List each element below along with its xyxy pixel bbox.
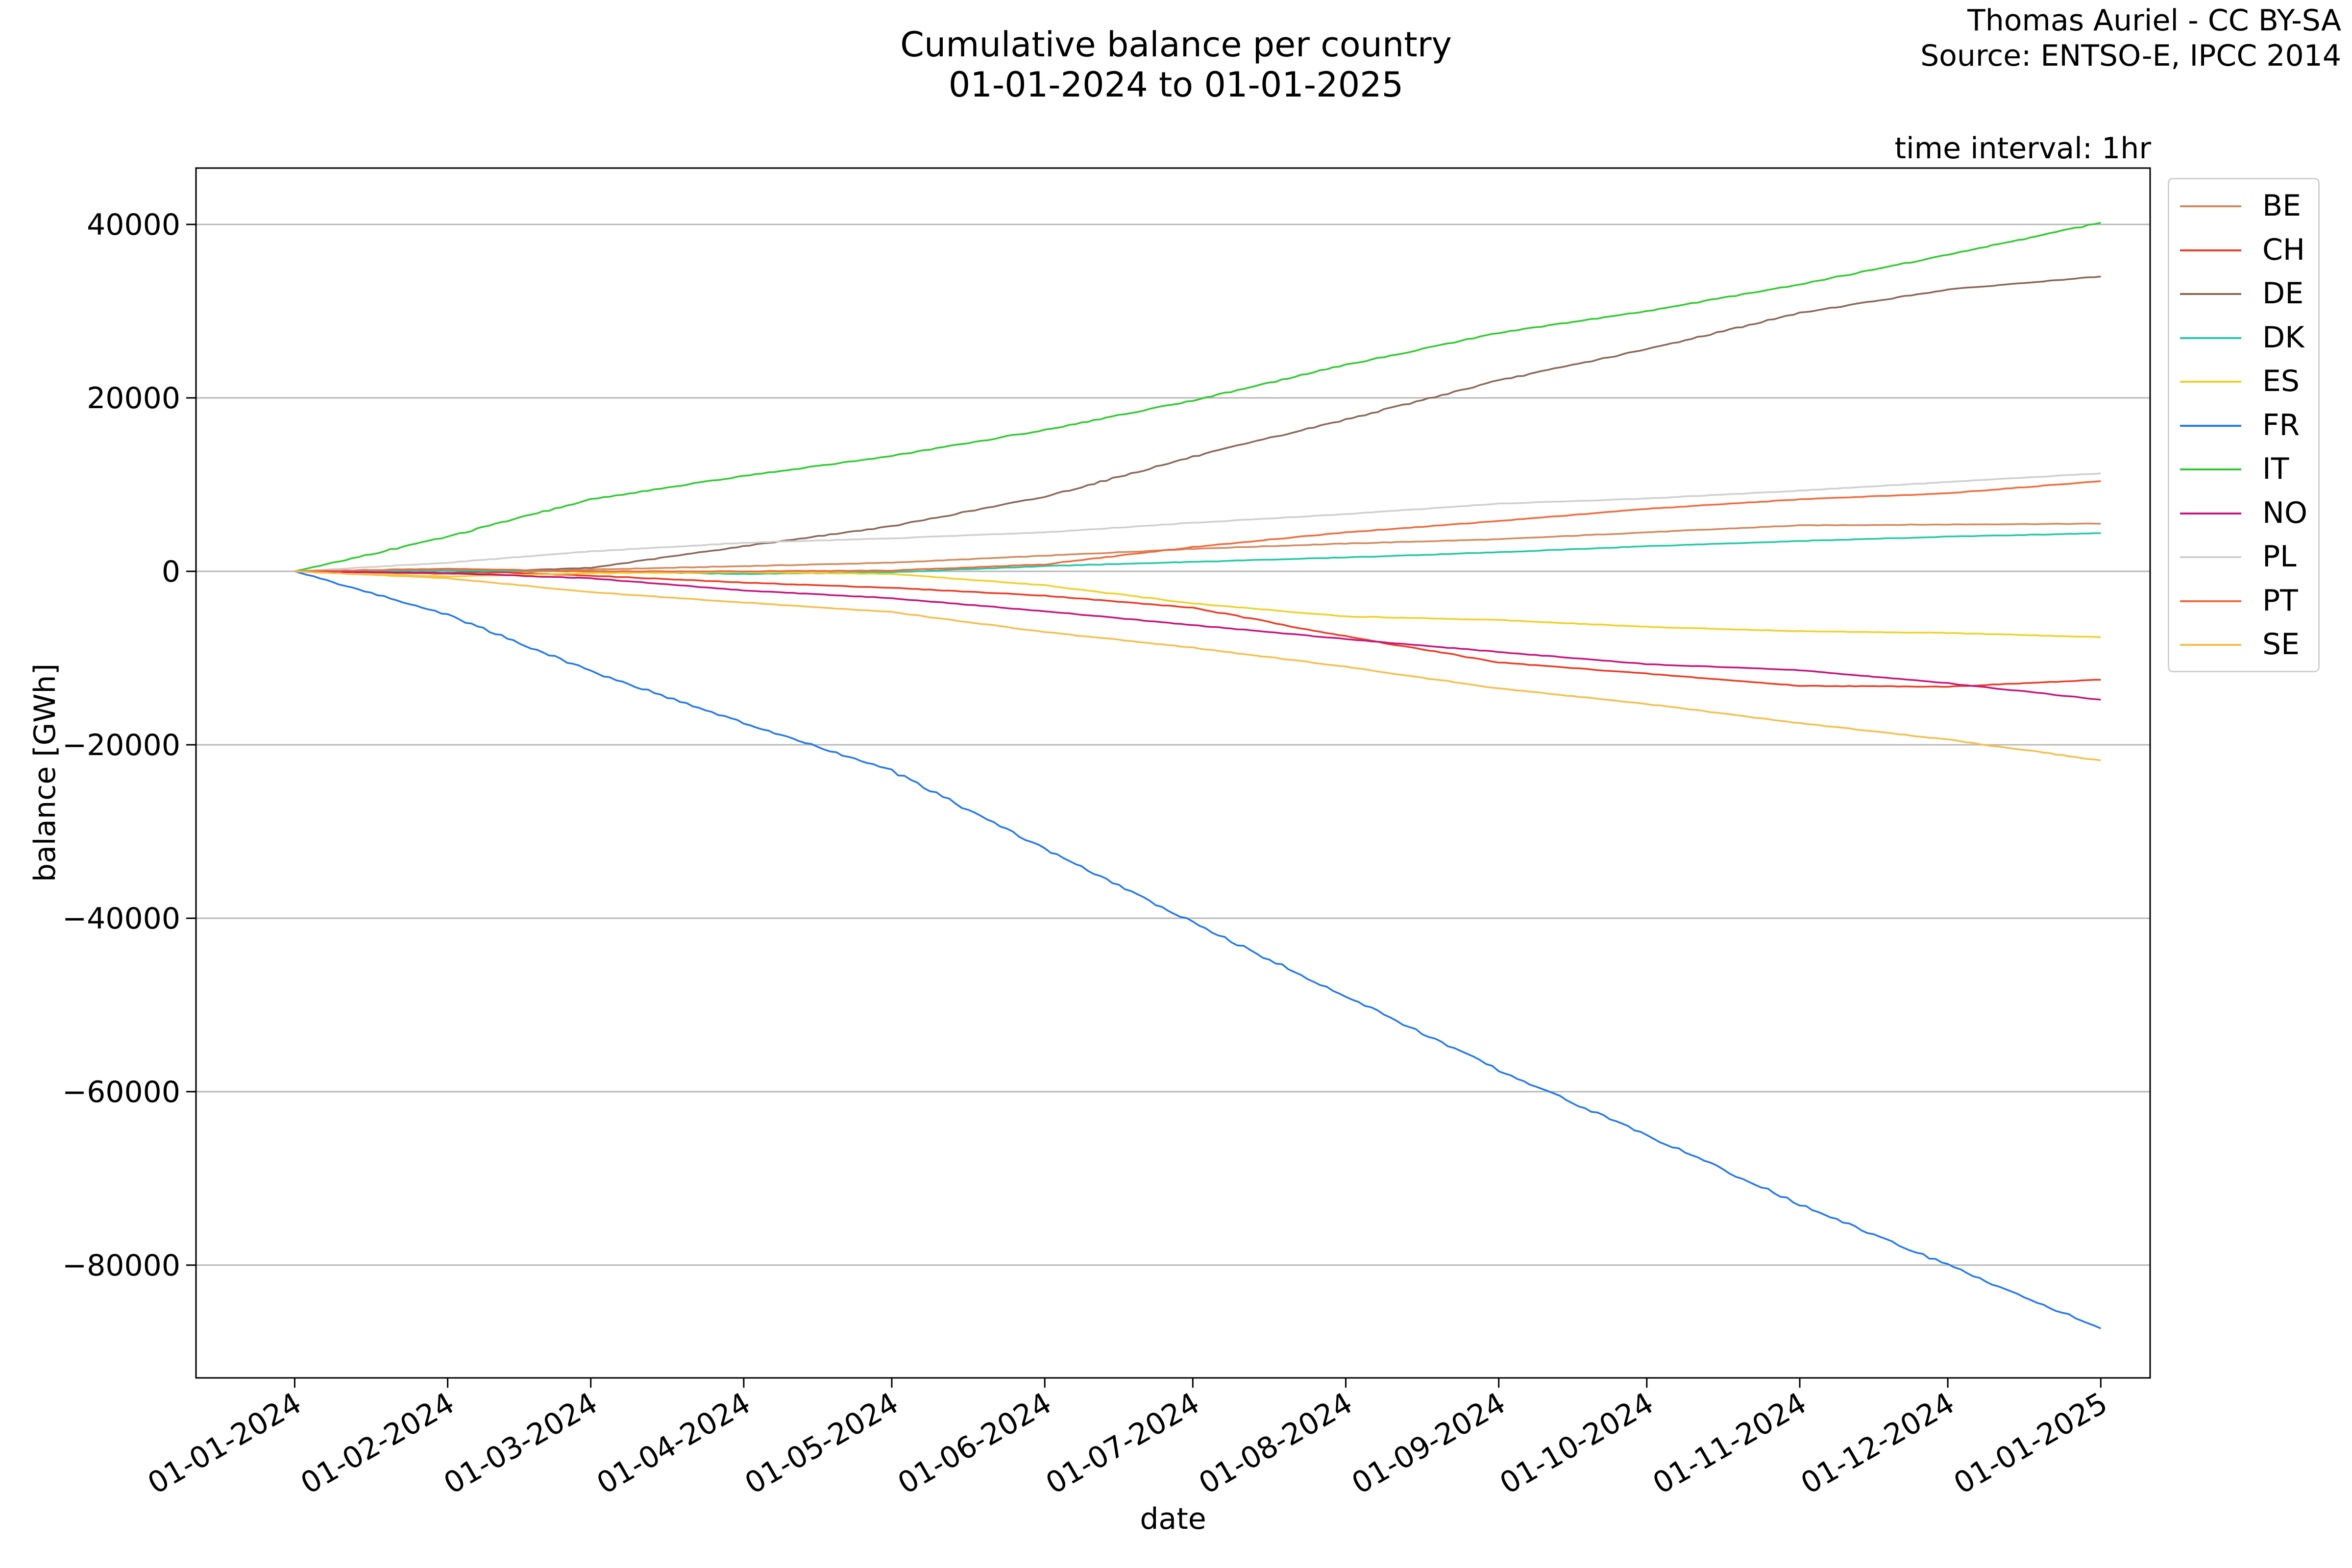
legend-swatch bbox=[2180, 468, 2241, 470]
legend-swatch bbox=[2180, 249, 2241, 251]
y-tick-label: −40000 bbox=[62, 902, 180, 936]
credit-source: Source: ENTSO-E, IPCC 2014 bbox=[1920, 39, 2341, 73]
legend-item-pt: PT bbox=[2169, 579, 2318, 623]
series-line-ch bbox=[294, 569, 2101, 688]
y-tick-label: −60000 bbox=[62, 1075, 180, 1109]
legend-label: PT bbox=[2262, 583, 2298, 618]
series-line-se bbox=[294, 570, 2101, 761]
legend-item-it: IT bbox=[2169, 447, 2318, 491]
legend-swatch bbox=[2180, 512, 2241, 514]
x-tick-label: 01-01-2025 bbox=[1948, 1386, 2113, 1501]
legend-item-no: NO bbox=[2169, 491, 2318, 536]
legend-label: ES bbox=[2262, 364, 2300, 398]
legend-swatch bbox=[2180, 337, 2241, 339]
series-line-de bbox=[294, 275, 2101, 574]
x-tick-label: 01-05-2024 bbox=[739, 1386, 904, 1501]
x-tick-label: 01-10-2024 bbox=[1494, 1386, 1659, 1501]
y-tick-label: −80000 bbox=[62, 1249, 180, 1283]
y-tick-label: 0 bbox=[162, 555, 180, 589]
x-tick-label: 01-06-2024 bbox=[892, 1386, 1057, 1501]
series-line-pl bbox=[294, 472, 2101, 572]
x-tick-label: 01-08-2024 bbox=[1193, 1386, 1358, 1501]
legend-label: CH bbox=[2262, 232, 2305, 267]
y-tick-label: −20000 bbox=[62, 728, 180, 762]
legend-swatch bbox=[2180, 293, 2241, 295]
series-lines bbox=[294, 221, 2102, 1329]
legend-swatch bbox=[2180, 600, 2241, 602]
x-axis-label: date bbox=[1140, 1502, 1206, 1536]
y-axis: 40000 20000 0 −20000 −40000 −60000 −80000 bbox=[62, 208, 196, 1283]
legend-label: PL bbox=[2262, 539, 2297, 574]
legend-item-be: BE bbox=[2169, 184, 2318, 228]
x-tick-label: 01-12-2024 bbox=[1795, 1386, 1960, 1501]
legend-swatch bbox=[2180, 644, 2241, 646]
legend-swatch bbox=[2180, 424, 2241, 427]
legend-label: DK bbox=[2262, 320, 2304, 355]
series-line-es bbox=[294, 570, 2101, 638]
chart-title-line2: 01-01-2024 to 01-01-2025 bbox=[948, 65, 1404, 105]
x-tick-label: 01-01-2024 bbox=[142, 1386, 307, 1501]
legend-label: NO bbox=[2262, 495, 2308, 530]
chart-legend: BE CH DE DK ES FR IT NO PL PT SE bbox=[2168, 178, 2320, 672]
legend-swatch bbox=[2180, 381, 2241, 383]
series-line-pt bbox=[294, 480, 2101, 573]
legend-item-fr: FR bbox=[2169, 404, 2318, 448]
credit-text: Thomas Auriel - CC BY-SA Source: ENTSO-E… bbox=[1920, 3, 2341, 74]
y-tick-label: 40000 bbox=[87, 208, 180, 242]
legend-swatch bbox=[2180, 205, 2241, 207]
x-tick-label: 01-09-2024 bbox=[1346, 1386, 1511, 1501]
credit-author: Thomas Auriel - CC BY-SA bbox=[1967, 3, 2341, 38]
legend-item-pl: PL bbox=[2169, 535, 2318, 579]
series-line-no bbox=[294, 570, 2101, 701]
legend-item-se: SE bbox=[2169, 623, 2318, 667]
legend-label: SE bbox=[2262, 627, 2300, 662]
legend-item-es: ES bbox=[2169, 360, 2318, 404]
legend-label: IT bbox=[2262, 452, 2289, 486]
x-tick-label: 01-02-2024 bbox=[295, 1386, 460, 1501]
x-axis: 01-01-202401-02-202401-03-202401-04-2024… bbox=[142, 1378, 2113, 1501]
legend-label: FR bbox=[2262, 408, 2300, 442]
plot-frame bbox=[195, 167, 2151, 1379]
legend-swatch bbox=[2180, 556, 2241, 558]
x-tick-label: 01-04-2024 bbox=[591, 1386, 756, 1501]
y-tick-label: 20000 bbox=[87, 381, 180, 416]
legend-label: BE bbox=[2262, 189, 2302, 223]
series-line-fr bbox=[294, 570, 2102, 1329]
time-interval-label: time interval: 1hr bbox=[1894, 131, 2151, 166]
series-line-it bbox=[294, 221, 2101, 572]
legend-item-de: DE bbox=[2169, 272, 2318, 316]
x-tick-label: 01-07-2024 bbox=[1040, 1386, 1205, 1501]
y-axis-label: balance [GWh] bbox=[28, 663, 62, 882]
x-tick-label: 01-11-2024 bbox=[1647, 1386, 1812, 1501]
legend-label: DE bbox=[2262, 276, 2304, 311]
legend-item-ch: CH bbox=[2169, 228, 2318, 272]
grid-lines bbox=[196, 223, 2150, 1266]
chart-title: Cumulative balance per country 01-01-202… bbox=[0, 24, 2352, 105]
legend-item-dk: DK bbox=[2169, 316, 2318, 360]
chart-title-line1: Cumulative balance per country bbox=[900, 24, 1452, 65]
series-line-be bbox=[294, 522, 2101, 575]
x-tick-label: 01-03-2024 bbox=[438, 1386, 603, 1501]
